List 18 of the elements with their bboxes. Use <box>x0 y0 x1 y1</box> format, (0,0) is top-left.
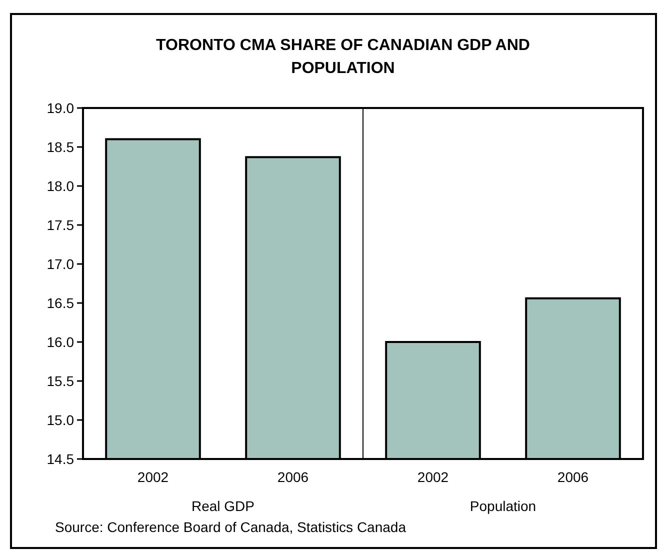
y-tick-label: 17.5 <box>46 216 74 233</box>
y-tick-label: 19.0 <box>46 100 74 116</box>
x-tick-label: 2002 <box>417 469 449 485</box>
text: Population <box>470 498 536 514</box>
y-tick-label: 18.5 <box>46 138 74 155</box>
y-tick-label: 16.5 <box>46 294 74 311</box>
y-tick-label: 16.0 <box>46 334 74 350</box>
text: Real GDP <box>191 498 255 514</box>
y-tick-label: 15.0 <box>46 412 74 428</box>
x-tick-label: 2006 <box>277 469 309 485</box>
y-tick-label: 14.5 <box>46 450 74 467</box>
x-tick-label: 2002 <box>137 469 169 485</box>
x-tick-label: 2006 <box>557 469 589 485</box>
chart-title: TORONTO CMA SHARE OF CANADIAN GDP AND POPULATION <box>156 37 530 77</box>
y-tick-label: 18.0 <box>46 178 74 194</box>
y-tick-label: 15.5 <box>46 372 74 389</box>
y-tick-label: 17.0 <box>46 256 74 272</box>
source-note: Source: Conference Board of Canada, Statistics Canada <box>55 519 406 535</box>
